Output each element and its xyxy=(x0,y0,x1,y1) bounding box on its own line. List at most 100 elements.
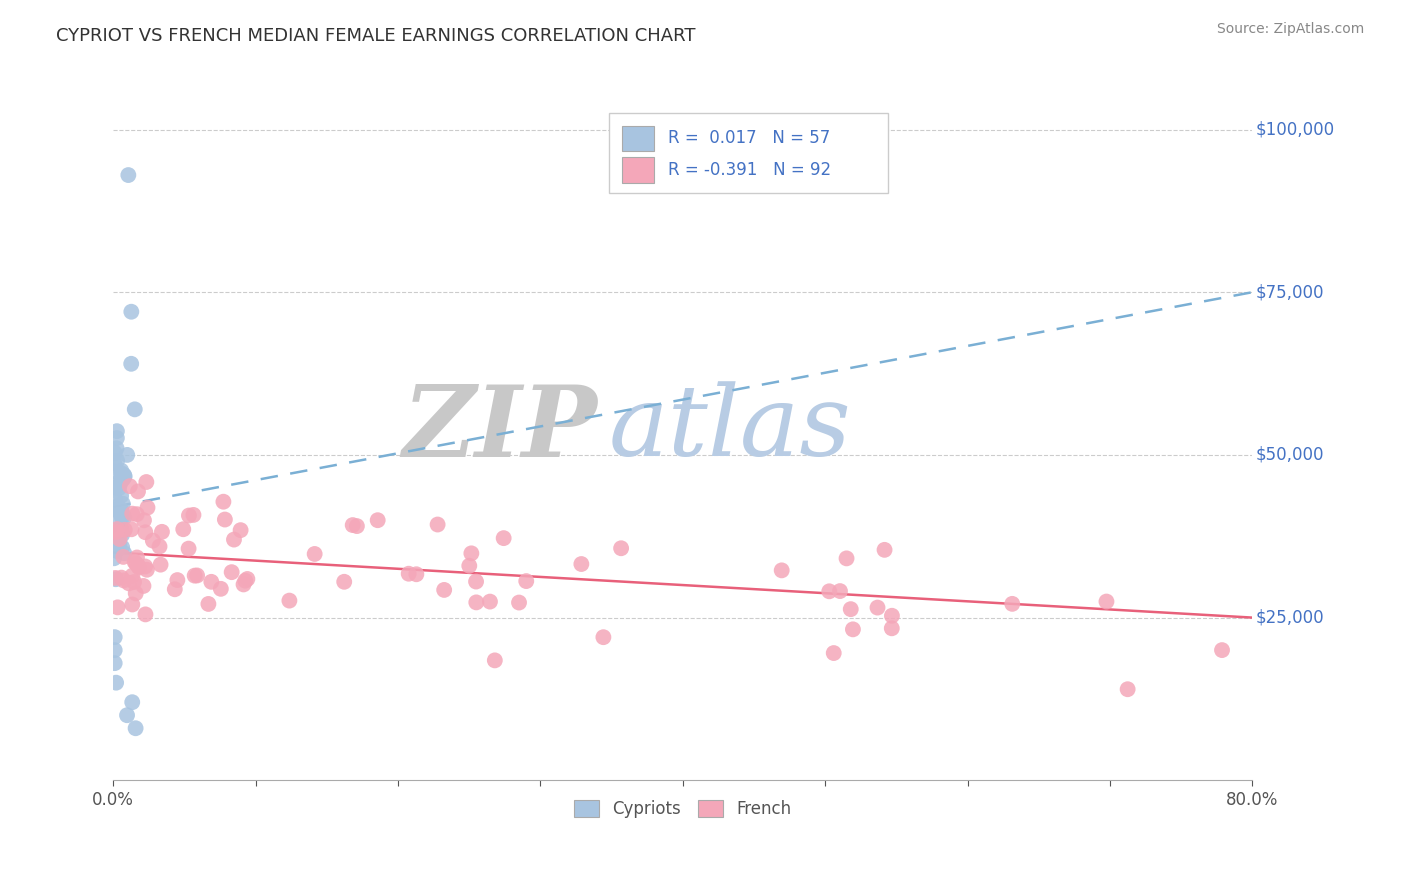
Point xyxy=(112,546,135,560)
Text: $75,000: $75,000 xyxy=(1256,283,1324,301)
Point xyxy=(150,524,173,539)
Point xyxy=(398,566,420,581)
Point xyxy=(465,574,488,589)
Point xyxy=(127,484,149,499)
Point xyxy=(105,536,128,550)
Point xyxy=(149,558,172,572)
Point xyxy=(132,513,155,527)
Point xyxy=(120,522,142,536)
Point xyxy=(110,475,132,490)
Point xyxy=(1001,597,1024,611)
Point xyxy=(209,582,232,596)
Point xyxy=(112,469,135,483)
Point xyxy=(333,574,356,589)
Point xyxy=(103,464,125,478)
Point xyxy=(104,572,127,586)
Point xyxy=(134,559,156,574)
FancyBboxPatch shape xyxy=(623,126,654,152)
Point xyxy=(110,464,132,478)
Point xyxy=(186,568,208,582)
Point xyxy=(107,499,129,513)
Point xyxy=(121,507,143,521)
Point xyxy=(1095,594,1118,608)
Point xyxy=(508,596,530,610)
Point xyxy=(610,541,633,556)
Point xyxy=(125,586,148,600)
Point xyxy=(114,523,136,537)
Point xyxy=(103,456,125,470)
Point xyxy=(108,532,131,546)
Point xyxy=(105,544,128,558)
Point xyxy=(112,549,135,564)
Point xyxy=(118,479,141,493)
Point xyxy=(111,497,134,511)
Point xyxy=(426,517,449,532)
Point xyxy=(839,602,862,616)
Point xyxy=(183,508,205,522)
Point xyxy=(110,467,132,481)
Point xyxy=(236,572,259,586)
Point xyxy=(458,558,481,573)
Point xyxy=(105,431,128,445)
Point xyxy=(278,593,301,607)
Point xyxy=(121,568,143,582)
Point xyxy=(183,568,205,582)
Point xyxy=(125,557,148,571)
Point xyxy=(842,623,865,637)
Point xyxy=(828,584,851,599)
Point xyxy=(110,489,132,503)
Point xyxy=(304,547,326,561)
Point xyxy=(233,574,256,588)
Point xyxy=(112,467,135,482)
Point xyxy=(105,442,128,456)
Point xyxy=(124,721,146,735)
Point xyxy=(114,469,136,483)
Point xyxy=(105,424,128,438)
Point xyxy=(342,518,364,533)
Point xyxy=(212,494,235,508)
Point xyxy=(492,531,515,545)
Text: $100,000: $100,000 xyxy=(1256,120,1334,138)
Point xyxy=(592,630,614,644)
Point xyxy=(232,577,254,591)
Point xyxy=(346,519,368,533)
Point xyxy=(125,550,148,565)
Point xyxy=(135,475,157,489)
Point xyxy=(163,582,186,597)
Point xyxy=(132,579,155,593)
Point xyxy=(835,551,858,566)
Text: CYPRIOT VS FRENCH MEDIAN FEMALE EARNINGS CORRELATION CHART: CYPRIOT VS FRENCH MEDIAN FEMALE EARNINGS… xyxy=(56,27,696,45)
Point xyxy=(104,656,127,670)
Point xyxy=(120,357,142,371)
Point xyxy=(118,576,141,591)
Point xyxy=(770,563,793,577)
Point xyxy=(177,541,200,556)
Point xyxy=(115,448,138,462)
Legend: Cypriots, French: Cypriots, French xyxy=(568,793,799,825)
Point xyxy=(121,598,143,612)
Point xyxy=(823,646,845,660)
Point xyxy=(112,472,135,486)
Point xyxy=(172,522,194,536)
Point xyxy=(111,540,134,554)
Point xyxy=(104,571,127,585)
Point xyxy=(880,621,903,635)
Point xyxy=(229,523,252,537)
Point xyxy=(107,502,129,516)
Point xyxy=(104,481,127,495)
Text: R =  0.017   N = 57: R = 0.017 N = 57 xyxy=(668,129,831,147)
Point xyxy=(433,582,456,597)
Point xyxy=(111,527,134,541)
Point xyxy=(128,560,150,574)
Point xyxy=(110,521,132,535)
Point xyxy=(818,584,841,599)
Point xyxy=(111,510,134,524)
Point xyxy=(107,600,129,615)
Point xyxy=(104,529,127,543)
Point xyxy=(103,532,125,546)
Point xyxy=(107,534,129,549)
Point xyxy=(111,524,134,539)
Text: ZIP: ZIP xyxy=(402,381,598,477)
Point xyxy=(124,402,146,417)
Point xyxy=(103,551,125,566)
